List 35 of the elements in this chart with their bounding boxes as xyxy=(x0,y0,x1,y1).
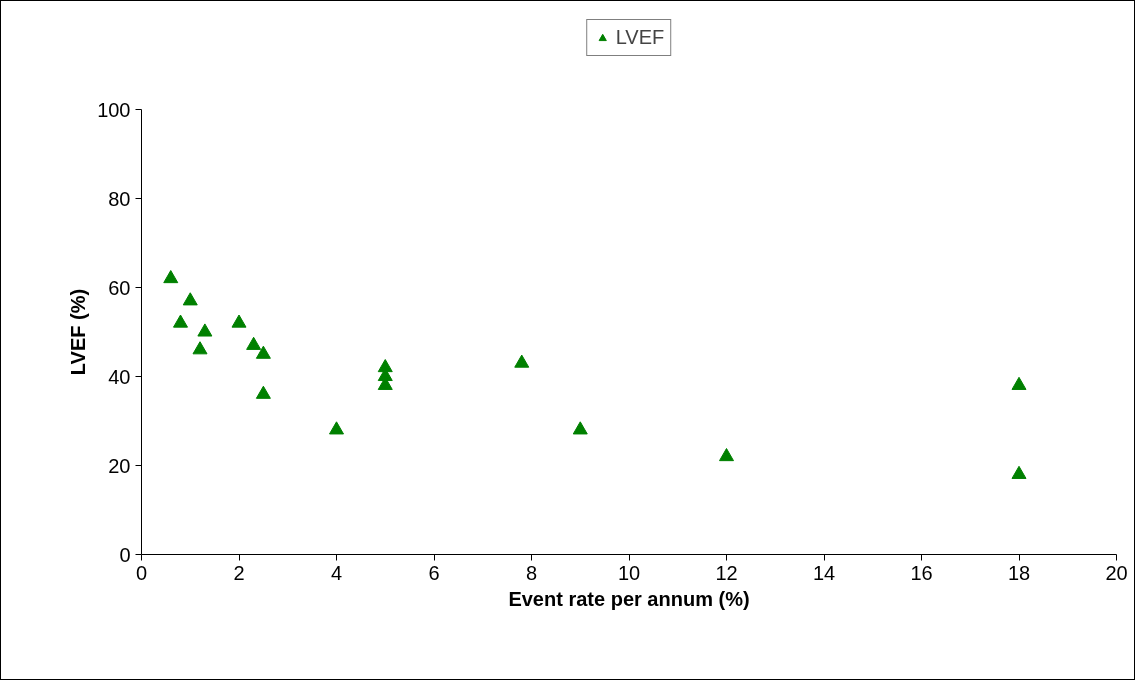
y-tick-label: 60 xyxy=(108,276,131,299)
x-tick-label: 12 xyxy=(715,561,738,584)
point xyxy=(197,323,213,337)
point xyxy=(182,292,198,306)
x-tick-label: 8 xyxy=(525,561,538,584)
x-tick-label: 10 xyxy=(617,561,641,584)
x-axis-title: Event rate per annum (%) xyxy=(508,587,750,610)
x-tick-label: 18 xyxy=(1007,561,1031,584)
x-tick-label: 16 xyxy=(910,561,933,584)
point xyxy=(192,341,208,355)
y-tick-label: 80 xyxy=(108,187,131,210)
legend-label: LVEF xyxy=(615,26,665,49)
point xyxy=(329,421,344,435)
point xyxy=(719,448,734,462)
point xyxy=(255,385,271,399)
y-tick-label: 20 xyxy=(108,454,131,477)
y-axis-title: LVEF (%) xyxy=(67,288,90,376)
point xyxy=(572,421,588,435)
x-tick-label: 6 xyxy=(428,561,440,584)
point xyxy=(1011,376,1027,390)
point xyxy=(1011,465,1027,479)
y-tick-label: 100 xyxy=(97,98,131,121)
point xyxy=(246,336,262,350)
point xyxy=(173,314,188,328)
x-tick-label: 14 xyxy=(812,561,836,584)
x-tick-label: 20 xyxy=(1105,561,1128,584)
x-tick-label: 4 xyxy=(330,561,343,584)
point xyxy=(163,270,179,284)
point xyxy=(255,345,271,359)
x-tick-label: 0 xyxy=(135,561,148,584)
point xyxy=(231,314,247,328)
y-tick-label: 0 xyxy=(119,543,131,566)
point xyxy=(514,354,530,368)
y-tick-label: 40 xyxy=(108,365,131,388)
x-tick-label: 2 xyxy=(233,561,245,584)
